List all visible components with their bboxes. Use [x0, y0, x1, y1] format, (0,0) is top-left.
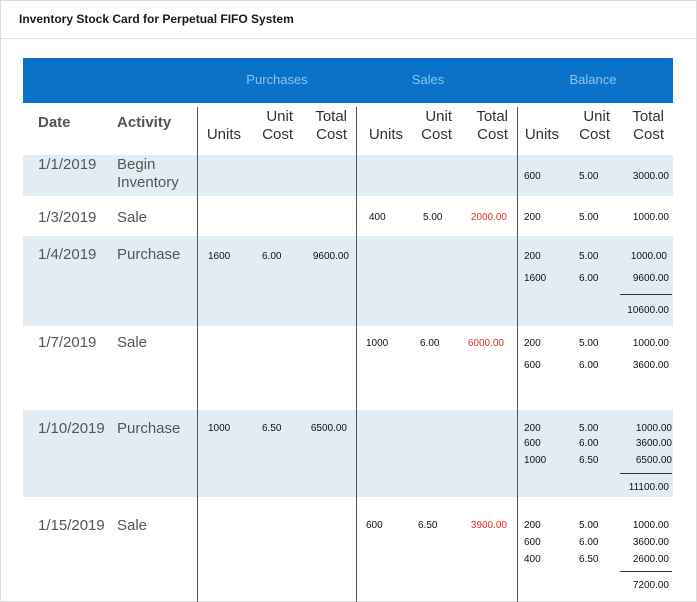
row-3-purchases-total: 9600.00 — [312, 251, 349, 262]
row-4-balance-units-2: 600 — [524, 360, 541, 371]
row-1-balance-units: 600 — [524, 171, 541, 182]
group-balance-label: Balance — [569, 72, 617, 87]
row-6-balance-cost-1: 5.00 — [579, 520, 599, 531]
row-2-balance-total: 1000.00 — [632, 212, 669, 223]
row-4-sales-total: 6000.00 — [467, 338, 504, 349]
group-sales-label: Sales — [411, 72, 445, 87]
row-5-balance-total-3: 6500.00 — [635, 455, 672, 466]
row-2-balance-cost: 5.00 — [579, 212, 599, 223]
row-6-balance-total-3: 2600.00 — [632, 554, 669, 565]
row-3-activity: Purchase — [117, 246, 181, 263]
row-3-balance-units-1: 200 — [524, 251, 541, 262]
row-3-balance-units-2: 1600 — [524, 273, 547, 284]
row-3-purchases-cost: 6.00 — [262, 251, 282, 262]
row-5-balance-sum: 11100.00 — [628, 482, 669, 493]
row-1-balance-cost: 5.00 — [579, 171, 599, 182]
header-purchases-unit-cost: Unit Cost — [262, 108, 293, 143]
row-3-balance-total-1: 1000.00 — [630, 251, 667, 262]
row-2-date: 1/3/2019 — [38, 209, 97, 226]
row-6-balance-total-1: 1000.00 — [632, 520, 669, 531]
header-date: Date — [38, 114, 71, 131]
header-balance-unit-cost: Unit Cost — [579, 108, 610, 143]
row-5-balance-units-1: 200 — [524, 423, 541, 434]
row-3-date: 1/4/2019 — [38, 246, 97, 263]
row-4-date: 1/7/2019 — [38, 334, 97, 351]
row-4-balance-units-1: 200 — [524, 338, 541, 349]
row-5-purchases-cost: 6.50 — [262, 423, 282, 434]
table-header-banner — [23, 58, 673, 103]
row-6-sales-total: 3900.00 — [470, 520, 507, 531]
divider-purchases — [197, 107, 198, 602]
row-3-balance-sum: 10600.00 — [627, 305, 669, 316]
row-3-purchases-units: 1600 — [208, 251, 231, 262]
header-activity: Activity — [117, 114, 172, 131]
header-balance-total-cost: Total Cost — [632, 108, 664, 143]
row-6-balance-units-3: 400 — [524, 554, 541, 565]
row-5-balance-cost-3: 6.50 — [579, 455, 599, 466]
row-2-sales-units: 400 — [369, 212, 386, 223]
header-purchases-units: Units — [206, 126, 241, 143]
row-2-activity: Sale — [117, 209, 148, 226]
row-4-balance-cost-1: 5.00 — [579, 338, 599, 349]
row-6-balance-cost-3: 6.50 — [579, 554, 599, 565]
row-4-sales-units: 1000 — [366, 338, 389, 349]
row-5-purchases-units: 1000 — [208, 423, 231, 434]
row-6-balance-cost-2: 6.00 — [579, 537, 599, 548]
row-5-date: 1/10/2019 — [38, 420, 105, 437]
row-3-balance-total-2: 9600.00 — [632, 273, 669, 284]
page-title: Inventory Stock Card for Perpetual FIFO … — [19, 12, 294, 26]
divider-balance — [517, 107, 518, 602]
row-6-sum-rule — [620, 571, 672, 572]
row-3-sum-rule — [620, 294, 672, 295]
row-3-balance-cost-1: 5.00 — [579, 251, 599, 262]
row-4-activity: Sale — [117, 334, 148, 351]
row-6-date: 1/15/2019 — [38, 517, 105, 534]
row-6-balance-units-2: 600 — [524, 537, 541, 548]
row-2-sales-total: 2000.00 — [470, 212, 507, 223]
row-5-balance-total-1: 1000.00 — [635, 423, 672, 434]
row-band-1 — [23, 155, 673, 196]
row-3-balance-cost-2: 6.00 — [579, 273, 599, 284]
row-1-date: 1/1/2019 — [38, 156, 97, 173]
header-sales-units: Units — [368, 126, 403, 143]
row-6-sales-units: 600 — [366, 520, 383, 531]
row-6-balance-total-2: 3600.00 — [632, 537, 669, 548]
row-6-balance-units-1: 200 — [524, 520, 541, 531]
row-6-activity: Sale — [117, 517, 148, 534]
header-purchases-total-cost: Total Cost — [315, 108, 347, 143]
row-6-balance-sum: 7200.00 — [632, 580, 669, 591]
row-4-balance-total-1: 1000.00 — [632, 338, 669, 349]
header-balance-units: Units — [524, 126, 559, 143]
row-2-sales-cost: 5.00 — [423, 212, 443, 223]
row-4-sales-cost: 6.00 — [420, 338, 440, 349]
row-6-sales-cost: 6.50 — [418, 520, 438, 531]
row-band-3 — [23, 236, 673, 326]
row-5-balance-total-2: 3600.00 — [635, 438, 672, 449]
row-2-balance-units: 200 — [524, 212, 541, 223]
row-5-balance-cost-1: 5.00 — [579, 423, 599, 434]
row-band-5 — [23, 410, 673, 497]
row-5-balance-units-2: 600 — [524, 438, 541, 449]
divider-sales — [356, 107, 357, 602]
group-purchases-label: Purchases — [246, 72, 308, 87]
row-1-balance-total: 3000.00 — [632, 171, 669, 182]
row-5-activity: Purchase — [117, 420, 181, 437]
row-5-balance-cost-2: 6.00 — [579, 438, 599, 449]
row-4-balance-total-2: 3600.00 — [632, 360, 669, 371]
header-sales-unit-cost: Unit Cost — [421, 108, 452, 143]
row-5-balance-units-3: 1000 — [524, 455, 547, 466]
row-1-activity: Begin Inventory — [117, 156, 179, 191]
title-divider — [1, 38, 696, 39]
row-4-balance-cost-2: 6.00 — [579, 360, 599, 371]
header-sales-total-cost: Total Cost — [476, 108, 508, 143]
row-5-sum-rule — [620, 473, 672, 474]
row-5-purchases-total: 6500.00 — [310, 423, 347, 434]
